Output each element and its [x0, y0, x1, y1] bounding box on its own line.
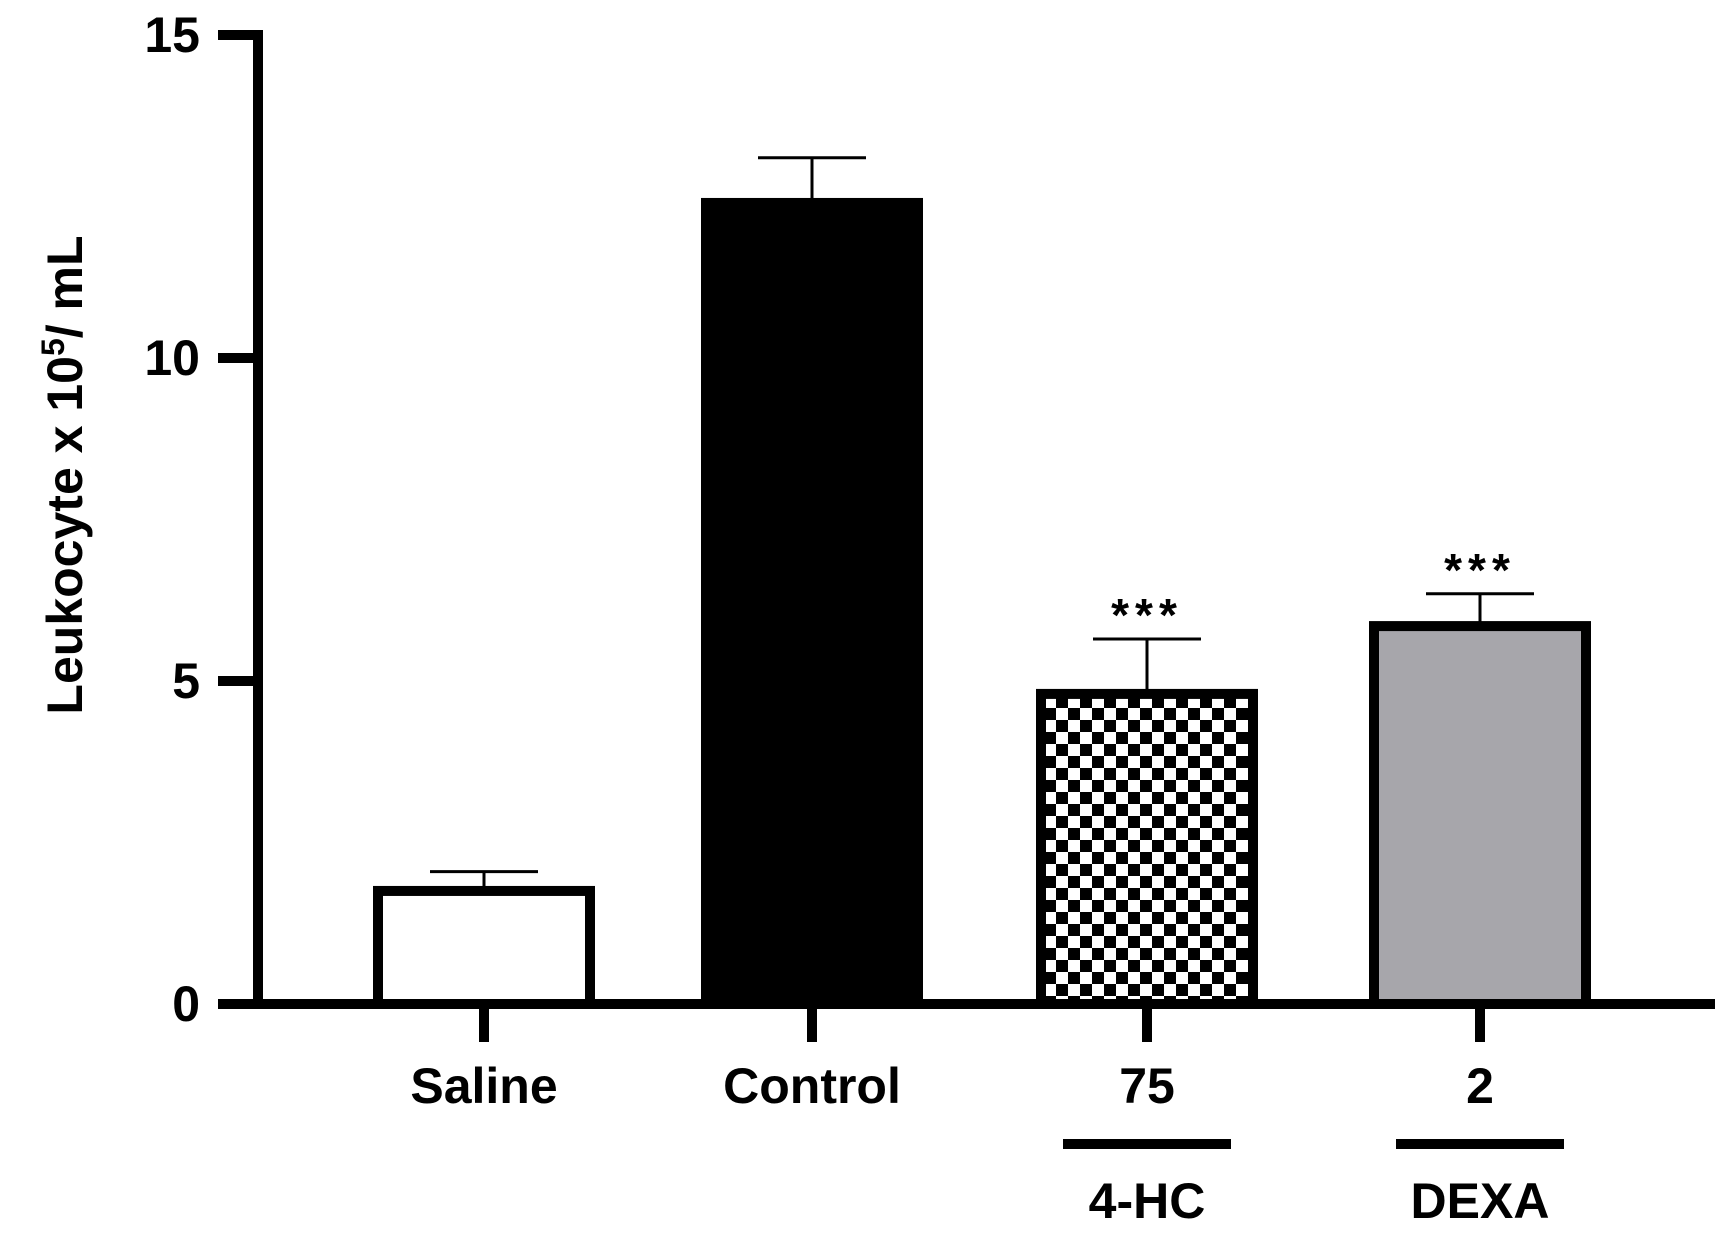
x-tick-label: Saline — [410, 1058, 557, 1114]
x-ticks-layer: Saline Control 75 2 — [410, 1004, 1494, 1114]
bar-75 — [1036, 688, 1258, 1009]
group-labels-layer: 4-HC DEXA — [1063, 1139, 1564, 1229]
y-axis-label-main: Leukocyte x 10 — [37, 356, 93, 715]
error-bars-layer — [430, 156, 1534, 891]
y-tick-label: 5 — [172, 653, 200, 709]
significance-marker: *** — [1444, 544, 1516, 596]
y-tick-label: 15 — [144, 7, 200, 63]
significance-layer: *** *** — [1111, 544, 1516, 641]
bar-saline — [373, 885, 595, 1010]
x-tick-label: 2 — [1466, 1058, 1494, 1114]
y-axis-label-unit: / mL — [37, 235, 93, 338]
bar-control — [701, 197, 923, 1009]
y-axis-label: Leukocyte x 105/ mL — [35, 235, 93, 714]
group-label: DEXA — [1411, 1173, 1550, 1229]
y-axis-label-superscript: 5 — [35, 338, 71, 356]
x-tick-label: 75 — [1119, 1058, 1175, 1114]
significance-marker: *** — [1111, 589, 1183, 641]
x-tick-label: Control — [723, 1058, 901, 1114]
y-ticks-layer: 0 5 10 15 — [144, 7, 258, 1032]
bar-2 — [1369, 621, 1591, 1010]
y-tick-label: 10 — [144, 330, 200, 386]
bars-layer — [373, 197, 1591, 1010]
y-tick-label: 0 — [172, 976, 200, 1032]
group-label: 4-HC — [1089, 1173, 1206, 1229]
